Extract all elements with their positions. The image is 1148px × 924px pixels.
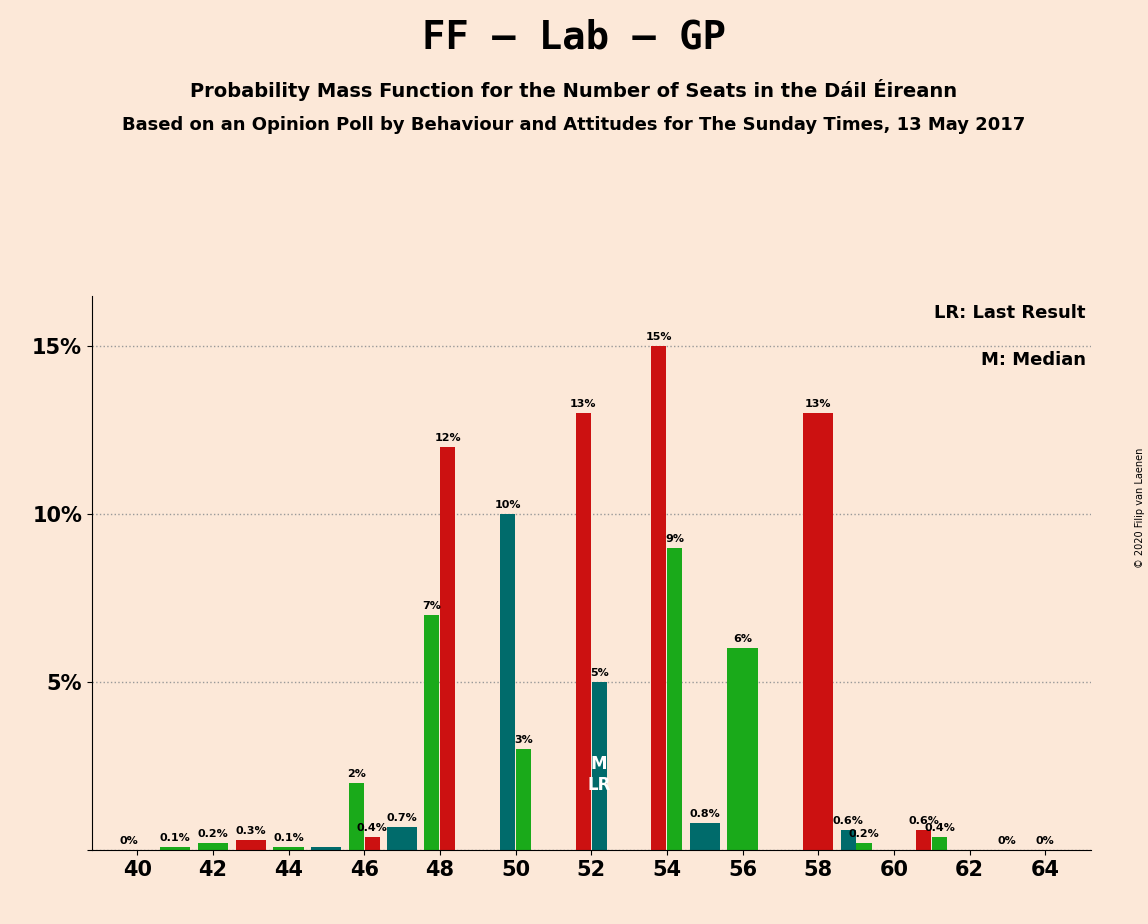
Bar [840, 830, 855, 850]
Text: Based on an Opinion Poll by Behaviour and Attitudes for The Sunday Times, 13 May: Based on an Opinion Poll by Behaviour an… [123, 116, 1025, 133]
Bar [441, 447, 456, 850]
Text: LR: Last Result: LR: Last Result [934, 304, 1086, 322]
Bar [311, 846, 341, 850]
Bar [916, 830, 931, 850]
Text: 0%: 0% [1035, 836, 1055, 846]
Text: 0.3%: 0.3% [235, 826, 266, 836]
Text: 5%: 5% [590, 668, 608, 678]
Bar [804, 413, 833, 850]
Text: 12%: 12% [435, 432, 461, 443]
Text: 6%: 6% [734, 635, 752, 644]
Text: 3%: 3% [514, 736, 533, 746]
Bar [160, 846, 191, 850]
Bar [728, 649, 758, 850]
Text: M
LR: M LR [588, 755, 611, 794]
Text: 0%: 0% [119, 836, 139, 846]
Bar [651, 346, 667, 850]
Text: M: Median: M: Median [980, 351, 1086, 369]
Bar [932, 836, 947, 850]
Text: 2%: 2% [347, 769, 366, 779]
Text: 0.7%: 0.7% [387, 812, 418, 822]
Bar [856, 844, 871, 850]
Text: 0.8%: 0.8% [689, 809, 720, 820]
Text: © 2020 Filip van Laenen: © 2020 Filip van Laenen [1135, 448, 1145, 568]
Bar [349, 783, 364, 850]
Text: 0%: 0% [998, 836, 1017, 846]
Text: FF – Lab – GP: FF – Lab – GP [422, 18, 726, 56]
Bar [235, 840, 266, 850]
Text: 9%: 9% [666, 534, 684, 543]
Text: 13%: 13% [805, 399, 831, 409]
Bar [515, 749, 532, 850]
Bar [576, 413, 591, 850]
Text: 0.1%: 0.1% [273, 833, 304, 843]
Text: 0.2%: 0.2% [848, 830, 879, 839]
Text: 0.6%: 0.6% [908, 816, 939, 826]
Text: 0.6%: 0.6% [832, 816, 863, 826]
Text: 0.4%: 0.4% [924, 822, 955, 833]
Text: 0.1%: 0.1% [160, 833, 191, 843]
Bar [591, 682, 606, 850]
Bar [387, 827, 417, 850]
Text: 0.4%: 0.4% [357, 822, 388, 833]
Text: 10%: 10% [495, 500, 521, 510]
Text: Probability Mass Function for the Number of Seats in the Dáil Éireann: Probability Mass Function for the Number… [191, 79, 957, 101]
Text: 15%: 15% [645, 332, 673, 342]
Text: 13%: 13% [571, 399, 597, 409]
Bar [690, 823, 720, 850]
Text: 0.2%: 0.2% [197, 830, 228, 839]
Bar [365, 836, 380, 850]
Text: 7%: 7% [422, 601, 441, 611]
Bar [425, 614, 440, 850]
Bar [667, 548, 682, 850]
Bar [197, 844, 228, 850]
Bar [273, 846, 304, 850]
Bar [501, 514, 515, 850]
